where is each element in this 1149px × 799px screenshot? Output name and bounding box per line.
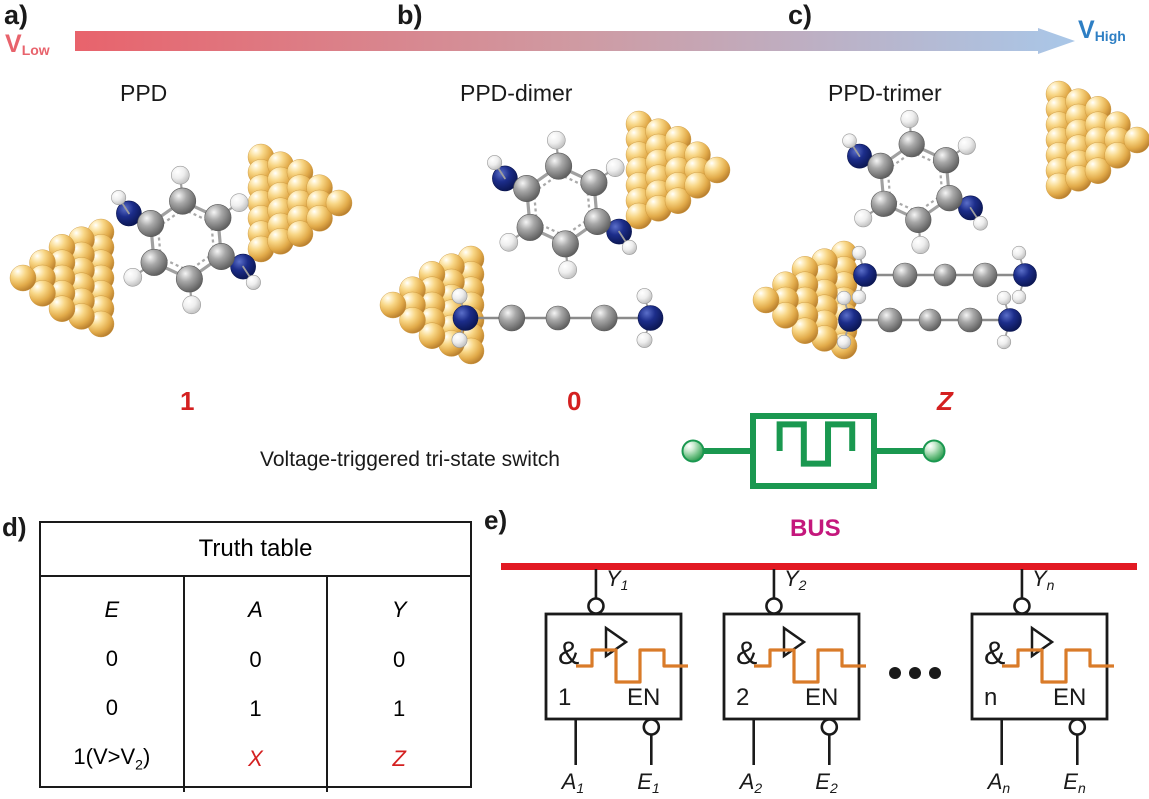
svg-text:A2: A2 (738, 769, 763, 796)
svg-text:E2: E2 (815, 769, 838, 796)
svg-text:EN: EN (627, 684, 660, 711)
svg-text:EN: EN (805, 684, 838, 711)
svg-text:Y2: Y2 (784, 566, 807, 593)
svg-text:A1: A1 (560, 769, 584, 796)
svg-text:Y1: Y1 (606, 566, 628, 593)
svg-text:En: En (1063, 769, 1086, 796)
svg-text:n: n (984, 684, 997, 711)
svg-text:EN: EN (1053, 684, 1086, 711)
svg-text:1: 1 (558, 684, 571, 711)
svg-text:Yn: Yn (1032, 566, 1055, 593)
svg-text:2: 2 (736, 684, 749, 711)
svg-text:An: An (986, 769, 1011, 796)
svg-text:E1: E1 (637, 769, 659, 796)
